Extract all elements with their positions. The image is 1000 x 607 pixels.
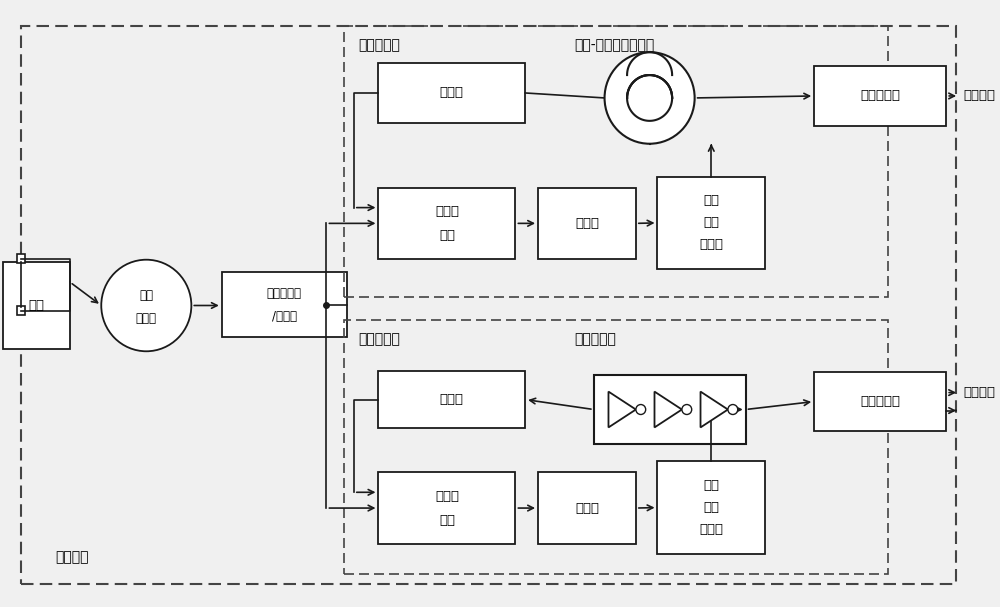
Text: 系统芯片: 系统芯片: [55, 550, 89, 564]
Bar: [344, 320, 888, 574]
Polygon shape: [608, 392, 636, 427]
Text: 环路: 环路: [703, 216, 719, 229]
Circle shape: [636, 404, 646, 415]
Text: 第三分频器: 第三分频器: [860, 395, 900, 408]
Text: 模拟锁相环: 模拟锁相环: [358, 38, 400, 52]
Text: 滤波器: 滤波器: [699, 523, 723, 536]
Text: 电荷泵: 电荷泵: [575, 501, 599, 515]
Bar: [594, 375, 746, 444]
Text: 晶体: 晶体: [139, 289, 153, 302]
Text: 相器: 相器: [439, 229, 455, 242]
Bar: [814, 371, 946, 432]
Text: 数字锁相环: 数字锁相环: [358, 332, 400, 346]
Bar: [3, 262, 70, 349]
Circle shape: [728, 404, 738, 415]
Circle shape: [605, 52, 695, 144]
Text: 滤波器: 滤波器: [699, 239, 723, 251]
Bar: [538, 472, 636, 544]
Bar: [657, 461, 765, 554]
Text: 晶体: 晶体: [29, 299, 45, 312]
Text: 数字时钟: 数字时钟: [963, 386, 995, 399]
Polygon shape: [654, 392, 682, 427]
Bar: [814, 66, 946, 126]
Text: 电感-电容压控振荡器: 电感-电容压控振荡器: [574, 38, 654, 52]
Text: 分频器: 分频器: [440, 393, 464, 406]
Text: 低通: 低通: [703, 479, 719, 492]
Text: 本振频率: 本振频率: [963, 89, 995, 103]
Polygon shape: [701, 392, 728, 427]
Bar: [378, 371, 525, 429]
Text: 环路: 环路: [703, 501, 719, 514]
Circle shape: [682, 404, 692, 415]
Text: 相器: 相器: [439, 514, 455, 526]
Text: 低通: 低通: [703, 194, 719, 208]
Text: 鉴频鉴: 鉴频鉴: [435, 205, 459, 218]
Text: 第一分频器: 第一分频器: [267, 287, 302, 300]
Bar: [378, 63, 525, 123]
Bar: [344, 26, 888, 297]
Text: 第二分频器: 第二分频器: [860, 89, 900, 103]
Text: 分频器: 分频器: [440, 86, 464, 100]
Bar: [538, 188, 636, 259]
Circle shape: [101, 260, 191, 351]
Text: 电荷泵: 电荷泵: [575, 217, 599, 230]
Text: 环形振荡器: 环形振荡器: [574, 332, 616, 346]
Bar: [222, 272, 347, 337]
Bar: [378, 472, 515, 544]
Bar: [657, 177, 765, 269]
Bar: [378, 188, 515, 259]
Bar: [17, 306, 25, 315]
Bar: [17, 254, 25, 263]
Text: /缓冲器: /缓冲器: [272, 310, 297, 323]
Text: 鉴频鉴: 鉴频鉴: [435, 490, 459, 503]
Text: 振荡器: 振荡器: [136, 312, 157, 325]
